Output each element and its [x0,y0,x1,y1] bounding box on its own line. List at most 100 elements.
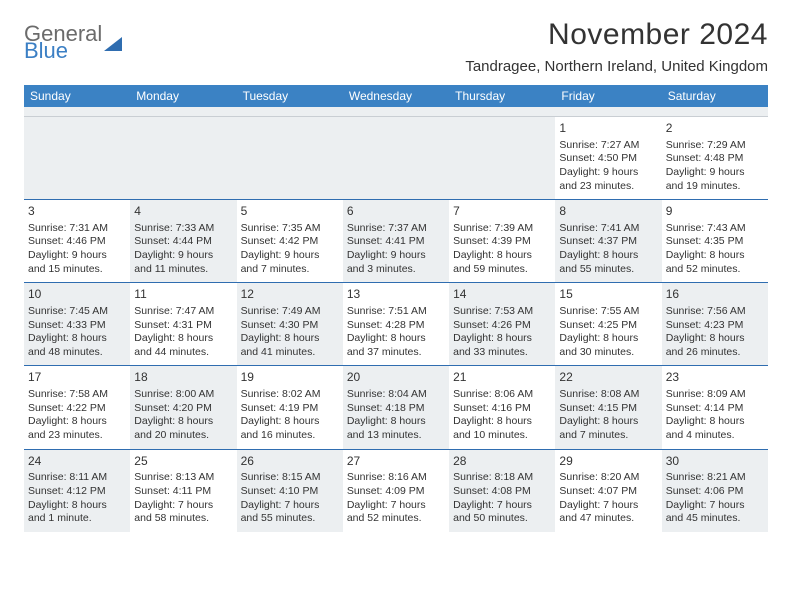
day-cell: 11Sunrise: 7:47 AMSunset: 4:31 PMDayligh… [130,283,236,365]
day-cell: 25Sunrise: 8:13 AMSunset: 4:11 PMDayligh… [130,450,236,532]
sunset-text: Sunset: 4:20 PM [134,402,232,416]
day-number: 30 [666,454,764,470]
daylight-text: Daylight: 8 hours and 7 minutes. [559,415,657,442]
title-block: November 2024 Tandragee, Northern Irelan… [465,18,768,75]
sunset-text: Sunset: 4:41 PM [347,235,445,249]
day-number: 14 [453,287,551,303]
daylight-text: Daylight: 9 hours and 3 minutes. [347,249,445,276]
day-cell: 24Sunrise: 8:11 AMSunset: 4:12 PMDayligh… [24,450,130,532]
day-number: 2 [666,121,764,137]
sunset-text: Sunset: 4:08 PM [453,485,551,499]
sunrise-text: Sunrise: 7:45 AM [28,305,126,319]
sunrise-text: Sunrise: 8:20 AM [559,471,657,485]
day-number: 12 [241,287,339,303]
daylight-text: Daylight: 8 hours and 20 minutes. [134,415,232,442]
day-cell [24,117,130,199]
sunrise-text: Sunrise: 8:11 AM [28,471,126,485]
day-cell: 10Sunrise: 7:45 AMSunset: 4:33 PMDayligh… [24,283,130,365]
day-cell: 15Sunrise: 7:55 AMSunset: 4:25 PMDayligh… [555,283,661,365]
day-cell: 30Sunrise: 8:21 AMSunset: 4:06 PMDayligh… [662,450,768,532]
day-cell: 17Sunrise: 7:58 AMSunset: 4:22 PMDayligh… [24,366,130,448]
sunset-text: Sunset: 4:35 PM [666,235,764,249]
weeks-container: 1Sunrise: 7:27 AMSunset: 4:50 PMDaylight… [24,117,768,532]
day-cell [449,117,555,199]
sunrise-text: Sunrise: 8:13 AM [134,471,232,485]
sunrise-text: Sunrise: 7:41 AM [559,222,657,236]
sunrise-text: Sunrise: 8:18 AM [453,471,551,485]
day-cell: 5Sunrise: 7:35 AMSunset: 4:42 PMDaylight… [237,200,343,282]
daylight-text: Daylight: 8 hours and 59 minutes. [453,249,551,276]
day-number: 28 [453,454,551,470]
sunrise-text: Sunrise: 8:04 AM [347,388,445,402]
daylight-text: Daylight: 9 hours and 23 minutes. [559,166,657,193]
dow-cell: Tuesday [237,85,343,107]
day-cell: 9Sunrise: 7:43 AMSunset: 4:35 PMDaylight… [662,200,768,282]
sunset-text: Sunset: 4:44 PM [134,235,232,249]
day-cell: 29Sunrise: 8:20 AMSunset: 4:07 PMDayligh… [555,450,661,532]
sunrise-text: Sunrise: 7:27 AM [559,139,657,153]
sunset-text: Sunset: 4:33 PM [28,319,126,333]
sunset-text: Sunset: 4:23 PM [666,319,764,333]
daylight-text: Daylight: 8 hours and 33 minutes. [453,332,551,359]
day-cell: 21Sunrise: 8:06 AMSunset: 4:16 PMDayligh… [449,366,555,448]
week-row: 10Sunrise: 7:45 AMSunset: 4:33 PMDayligh… [24,282,768,365]
day-cell: 13Sunrise: 7:51 AMSunset: 4:28 PMDayligh… [343,283,449,365]
daylight-text: Daylight: 7 hours and 50 minutes. [453,499,551,526]
day-cell: 20Sunrise: 8:04 AMSunset: 4:18 PMDayligh… [343,366,449,448]
week-row: 24Sunrise: 8:11 AMSunset: 4:12 PMDayligh… [24,449,768,532]
sunrise-text: Sunrise: 7:51 AM [347,305,445,319]
week-row: 17Sunrise: 7:58 AMSunset: 4:22 PMDayligh… [24,365,768,448]
day-number: 11 [134,287,232,303]
day-cell [130,117,236,199]
sunrise-text: Sunrise: 7:37 AM [347,222,445,236]
day-number: 13 [347,287,445,303]
sunrise-text: Sunrise: 8:00 AM [134,388,232,402]
sunset-text: Sunset: 4:11 PM [134,485,232,499]
day-cell: 18Sunrise: 8:00 AMSunset: 4:20 PMDayligh… [130,366,236,448]
sunrise-text: Sunrise: 7:47 AM [134,305,232,319]
daylight-text: Daylight: 8 hours and 16 minutes. [241,415,339,442]
day-cell: 1 Sunrise: 7:27 AMSunset: 4:50 PMDaylight… [555,117,661,199]
day-cell: 28Sunrise: 8:18 AMSunset: 4:08 PMDayligh… [449,450,555,532]
daylight-text: Daylight: 8 hours and 30 minutes. [559,332,657,359]
day-cell [343,117,449,199]
daylight-text: Daylight: 8 hours and 48 minutes. [28,332,126,359]
sunset-text: Sunset: 4:18 PM [347,402,445,416]
day-number: 27 [347,454,445,470]
day-cell: 27Sunrise: 8:16 AMSunset: 4:09 PMDayligh… [343,450,449,532]
dow-cell: Thursday [449,85,555,107]
daylight-text: Daylight: 8 hours and 26 minutes. [666,332,764,359]
calendar-grid: Sunday Monday Tuesday Wednesday Thursday… [24,85,768,532]
day-number: 22 [559,370,657,386]
sunrise-text: Sunrise: 8:02 AM [241,388,339,402]
day-cell [237,117,343,199]
daylight-text: Daylight: 8 hours and 13 minutes. [347,415,445,442]
day-number: 6 [347,204,445,220]
day-number: 1 [559,121,657,137]
daylight-text: Daylight: 7 hours and 52 minutes. [347,499,445,526]
day-number: 9 [666,204,764,220]
month-title: November 2024 [465,18,768,52]
sunset-text: Sunset: 4:37 PM [559,235,657,249]
day-cell: 2Sunrise: 7:29 AMSunset: 4:48 PMDaylight… [662,117,768,199]
sunset-text: Sunset: 4:09 PM [347,485,445,499]
day-number: 26 [241,454,339,470]
logo-word2: Blue [24,41,102,62]
day-number: 29 [559,454,657,470]
day-cell: 22Sunrise: 8:08 AMSunset: 4:15 PMDayligh… [555,366,661,448]
daylight-text: Daylight: 8 hours and 55 minutes. [559,249,657,276]
logo: General Blue [24,24,122,62]
day-number: 24 [28,454,126,470]
day-number: 23 [666,370,764,386]
calendar-page: General Blue November 2024 Tandragee, No… [0,0,792,550]
sunset-text: Sunset: 4:42 PM [241,235,339,249]
daylight-text: Daylight: 7 hours and 55 minutes. [241,499,339,526]
daylight-text: Daylight: 8 hours and 23 minutes. [28,415,126,442]
day-number: 16 [666,287,764,303]
sunrise-text: Sunrise: 8:09 AM [666,388,764,402]
sunset-text: Sunset: 4:30 PM [241,319,339,333]
daylight-text: Daylight: 7 hours and 45 minutes. [666,499,764,526]
sunrise-text: Sunrise: 7:53 AM [453,305,551,319]
sunset-text: Sunset: 4:50 PM [559,152,657,166]
day-cell: 16Sunrise: 7:56 AMSunset: 4:23 PMDayligh… [662,283,768,365]
